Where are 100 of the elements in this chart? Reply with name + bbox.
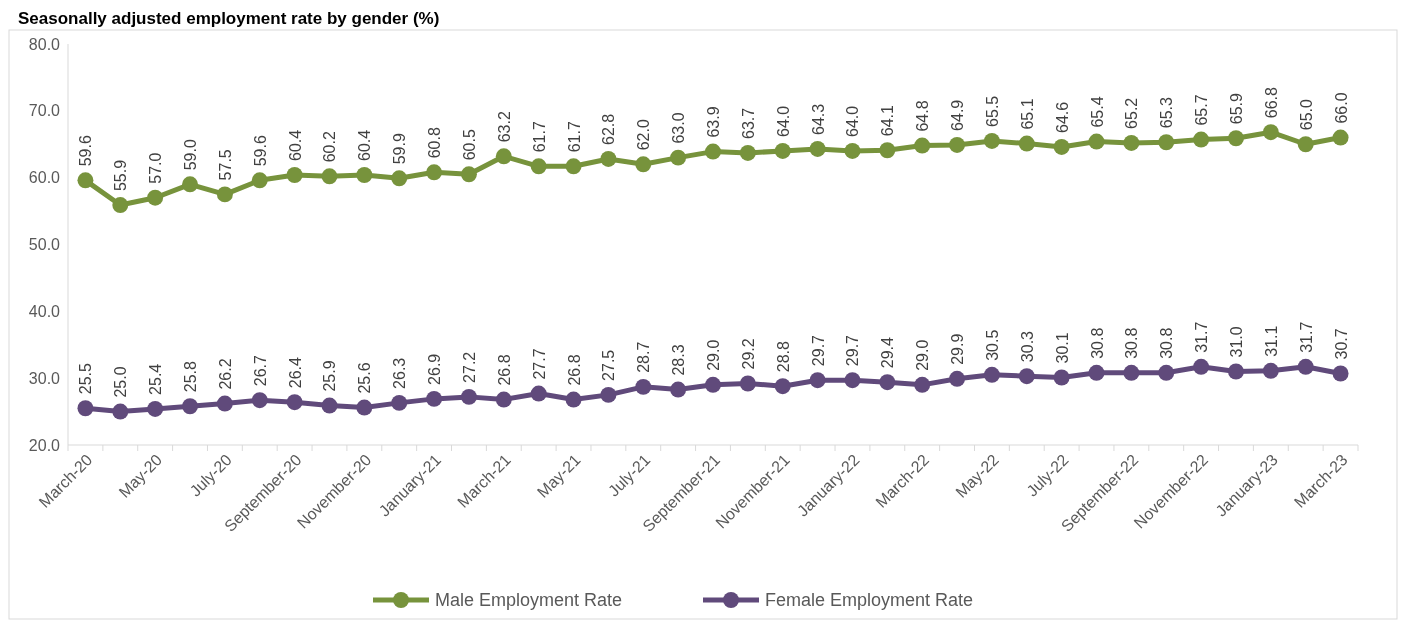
point xyxy=(1088,133,1105,150)
point xyxy=(530,385,547,402)
point xyxy=(321,168,338,185)
data-label: 30.7 xyxy=(1332,328,1350,360)
data-label: 27.5 xyxy=(600,349,618,381)
point xyxy=(426,164,443,181)
data-label: 25.6 xyxy=(356,362,374,394)
data-label: 64.0 xyxy=(844,105,862,137)
point xyxy=(77,172,94,189)
data-label: 65.9 xyxy=(1227,92,1245,125)
point xyxy=(1262,362,1279,379)
data-label: 55.9 xyxy=(112,159,130,192)
chart-title: Seasonally adjusted employment rate by gender (%) xyxy=(18,9,440,28)
data-label: 26.4 xyxy=(286,356,304,389)
data-label: 65.4 xyxy=(1088,96,1106,128)
point xyxy=(495,148,512,165)
data-label: 28.8 xyxy=(774,340,792,373)
point xyxy=(1227,130,1244,147)
data-label: 57.5 xyxy=(216,149,234,181)
y-tick-label: 40.0 xyxy=(28,302,61,320)
data-label: 26.8 xyxy=(565,354,583,386)
y-tick-label: 30.0 xyxy=(28,369,61,387)
point xyxy=(112,197,129,214)
point xyxy=(1123,364,1140,381)
point xyxy=(1018,135,1035,152)
data-label: 25.5 xyxy=(77,363,95,395)
point xyxy=(321,397,338,414)
point xyxy=(1193,358,1210,375)
data-label: 63.9 xyxy=(705,106,722,138)
data-label: 66.8 xyxy=(1262,86,1280,119)
data-label: 26.7 xyxy=(251,354,269,387)
point xyxy=(1158,364,1175,381)
point xyxy=(216,186,233,203)
data-label: 30.8 xyxy=(1088,327,1106,359)
data-label: 30.1 xyxy=(1053,332,1071,364)
point xyxy=(1018,368,1035,385)
data-label: 25.9 xyxy=(321,360,339,392)
y-tick-label: 60.0 xyxy=(28,169,61,187)
data-label: 31.7 xyxy=(1193,321,1211,353)
data-label: 26.2 xyxy=(216,358,234,390)
data-label: 31.7 xyxy=(1297,321,1315,353)
point xyxy=(1158,134,1175,151)
data-label: 27.2 xyxy=(460,351,478,383)
point xyxy=(879,142,896,159)
point xyxy=(670,149,687,166)
data-label: 65.1 xyxy=(1018,98,1036,130)
data-label: 28.3 xyxy=(670,344,688,376)
data-label: 31.1 xyxy=(1262,325,1280,357)
data-label: 65.2 xyxy=(1123,97,1141,129)
y-tick-label: 20.0 xyxy=(28,436,61,454)
data-label: 31.0 xyxy=(1227,326,1245,358)
point xyxy=(460,388,477,405)
point xyxy=(1053,369,1070,386)
data-label: 60.8 xyxy=(426,127,444,159)
data-label: 30.5 xyxy=(983,329,1001,361)
data-label: 64.6 xyxy=(1053,101,1071,133)
point xyxy=(112,403,129,420)
point xyxy=(844,142,861,159)
data-label: 30.3 xyxy=(1018,330,1036,363)
point xyxy=(1262,124,1279,141)
point xyxy=(426,390,443,407)
data-label: 59.0 xyxy=(182,139,200,171)
data-label: 59.6 xyxy=(77,135,95,167)
data-label: 29.7 xyxy=(809,334,827,367)
data-label: 66.0 xyxy=(1332,92,1350,124)
data-label: 60.2 xyxy=(321,131,339,163)
legend-label: Male Employment Rate xyxy=(435,590,623,611)
data-label: 60.4 xyxy=(356,129,374,161)
data-label: 61.7 xyxy=(530,121,548,153)
point xyxy=(949,136,966,153)
data-label: 29.0 xyxy=(705,339,722,371)
data-label: 26.3 xyxy=(391,357,409,389)
data-label: 29.2 xyxy=(739,338,757,370)
data-label: 30.8 xyxy=(1158,327,1176,359)
data-label: 25.8 xyxy=(182,360,200,393)
data-label: 64.3 xyxy=(809,103,827,135)
data-label: 62.8 xyxy=(600,113,618,145)
point xyxy=(565,391,582,408)
point xyxy=(635,378,652,395)
data-label: 63.0 xyxy=(670,112,688,144)
data-label: 26.8 xyxy=(495,354,513,386)
point xyxy=(286,394,303,411)
point xyxy=(356,167,373,183)
point xyxy=(286,167,303,183)
data-label: 27.7 xyxy=(530,348,548,380)
point xyxy=(983,132,1000,149)
point xyxy=(1332,365,1349,382)
data-label: 65.7 xyxy=(1193,94,1211,126)
data-label: 28.7 xyxy=(635,341,653,373)
y-tick-label: 50.0 xyxy=(28,236,61,254)
point xyxy=(600,150,617,167)
point xyxy=(705,143,721,160)
point xyxy=(774,142,791,159)
data-label: 65.5 xyxy=(983,95,1001,127)
point xyxy=(147,400,164,417)
point xyxy=(391,394,408,411)
point xyxy=(670,381,687,398)
point xyxy=(949,370,966,387)
data-label: 60.5 xyxy=(460,129,478,161)
data-label: 63.7 xyxy=(739,107,757,139)
